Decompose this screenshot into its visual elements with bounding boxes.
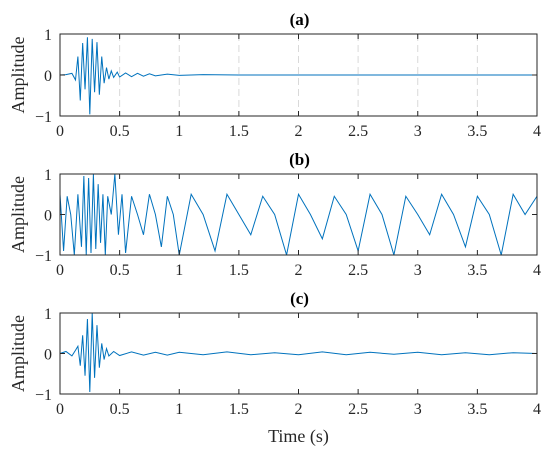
x-tick-label: 1 (175, 401, 183, 418)
x-tick-label: 3 (414, 123, 422, 140)
x-tick-label: 1 (175, 123, 183, 140)
panel-title: (c) (290, 289, 309, 308)
subplot-2: 0 0.5 1 1.5 2 2.5 3 3.5 4−101(b)Amplitude (8, 150, 541, 279)
x-axis-label: Time (s) (268, 426, 329, 447)
x-tick-label: 2.5 (348, 401, 368, 418)
y-tick-label: 1 (44, 27, 52, 44)
subplot-1: 0 0.5 1 1.5 2 2.5 3 3.5 4−101(a)Amplitude (8, 10, 541, 140)
x-tick-label: 0 (56, 123, 64, 140)
x-tick-label: 2 (295, 262, 303, 279)
y-tick-label: −1 (35, 248, 52, 265)
x-tick-label: 2 (295, 401, 303, 418)
x-tick-label: 2.5 (348, 123, 368, 140)
x-tick-label: 4 (533, 262, 541, 279)
y-tick-label: 0 (44, 208, 52, 225)
x-tick-label: 0.5 (110, 401, 130, 418)
x-tick-label: 4 (533, 123, 541, 140)
y-tick-label: 0 (44, 68, 52, 85)
x-tick-label: 1 (175, 262, 183, 279)
y-axis-label: Amplitude (8, 176, 28, 253)
plot-area (60, 313, 537, 394)
x-tick-label: 3.5 (467, 123, 487, 140)
y-tick-label: −1 (35, 109, 52, 126)
y-tick-label: 1 (44, 167, 52, 184)
y-tick-label: 1 (44, 306, 52, 323)
plot-area (60, 174, 537, 255)
series-line (59, 173, 538, 256)
x-tick-label: 2.5 (348, 262, 368, 279)
y-axis-label: Amplitude (8, 315, 28, 392)
x-tick-label: 0 (56, 401, 64, 418)
x-tick-label: 3.5 (467, 262, 487, 279)
panel-title: (b) (289, 150, 310, 169)
panel-title: (a) (290, 10, 310, 29)
x-tick-label: 3.5 (467, 401, 487, 418)
y-tick-label: −1 (35, 387, 52, 404)
x-tick-label: 0 (56, 262, 64, 279)
series-line (59, 37, 537, 115)
y-axis-label: Amplitude (8, 36, 28, 113)
x-tick-label: 3 (414, 262, 422, 279)
x-tick-label: 4 (533, 401, 541, 418)
x-tick-label: 3 (414, 401, 422, 418)
x-tick-label: 2 (295, 123, 303, 140)
x-tick-label: 1.5 (229, 123, 249, 140)
x-tick-label: 1.5 (229, 262, 249, 279)
x-tick-label: 0.5 (110, 123, 130, 140)
x-tick-label: 0.5 (110, 262, 130, 279)
x-tick-label: 1.5 (229, 401, 249, 418)
y-tick-label: 0 (44, 347, 52, 364)
series-line (59, 312, 538, 392)
